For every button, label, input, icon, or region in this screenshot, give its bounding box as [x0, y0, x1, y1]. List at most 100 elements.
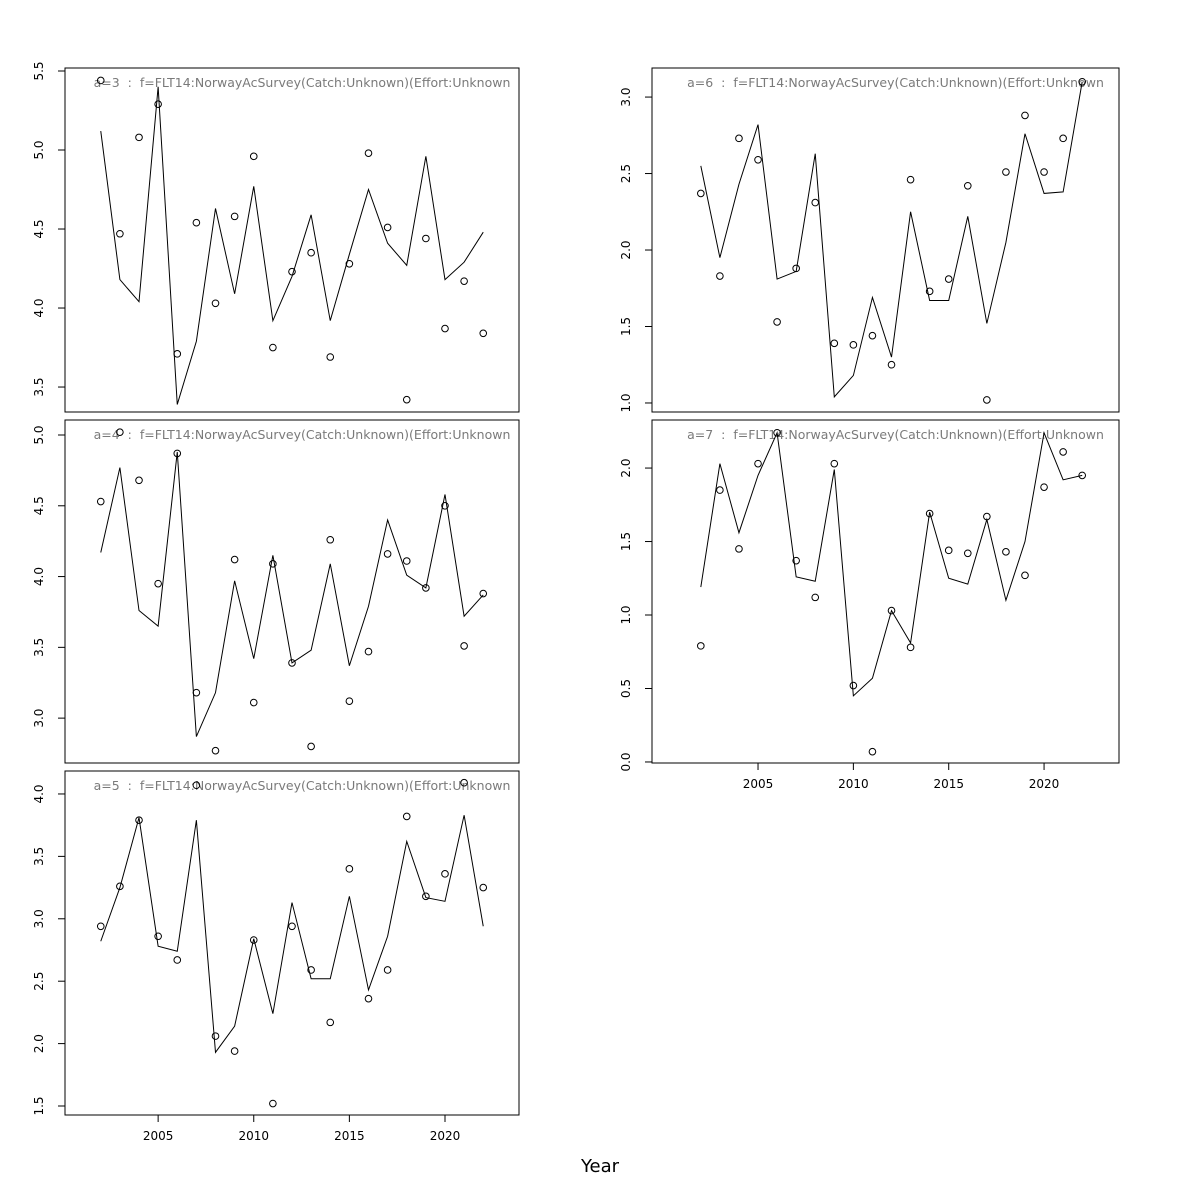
observed-point [135, 476, 143, 485]
observed-point [211, 299, 220, 308]
observed-point [1040, 483, 1048, 491]
plot-frame [651, 419, 1120, 764]
observed-point [697, 189, 705, 198]
observed-point [735, 545, 743, 553]
observed-point [230, 212, 239, 221]
panel: a=5 : f=FLT14:NorwayAcSurvey(Catch:Unkno… [32, 770, 520, 1143]
observed-point [326, 535, 335, 544]
observed-point [811, 593, 820, 602]
observed-point [307, 248, 315, 257]
y-tick-label: 5.0 [32, 140, 46, 159]
observed-point [754, 155, 762, 164]
observed-point [441, 870, 449, 878]
observed-point [944, 275, 953, 283]
plot-frame [651, 67, 1120, 413]
observed-point [364, 994, 373, 1003]
observed-point [716, 486, 724, 494]
fitted-line [700, 430, 1083, 697]
observed-point [135, 816, 143, 824]
fitted-line [100, 815, 484, 1054]
observed-point [754, 459, 762, 468]
observed-point [173, 956, 182, 964]
observed-point [422, 584, 430, 592]
observed-point [1021, 571, 1029, 580]
y-tick-label: 5.0 [32, 425, 46, 444]
panel: a=4 : f=FLT14:NorwayAcSurvey(Catch:Unkno… [32, 419, 520, 764]
observed-point [868, 331, 877, 340]
observed-point [849, 681, 858, 690]
observed-point [479, 589, 488, 598]
panel: a=6 : f=FLT14:NorwayAcSurvey(Catch:Unkno… [619, 67, 1120, 413]
x-tick-label: 2005 [743, 777, 774, 791]
y-tick-label: 2.5 [32, 972, 46, 991]
y-tick-label: 4.0 [32, 567, 46, 586]
y-tick-label: 4.0 [32, 784, 46, 803]
x-tick-label: 2010 [838, 777, 869, 791]
observed-point [925, 509, 934, 518]
y-tick-label: 1.0 [619, 605, 633, 624]
x-tick-label: 2020 [430, 1129, 461, 1143]
x-tick-label: 2015 [933, 777, 964, 791]
observed-point [116, 882, 124, 891]
observed-point [154, 100, 162, 108]
observed-point [383, 966, 392, 974]
observed-point [1002, 168, 1010, 176]
observed-point [830, 459, 839, 468]
y-tick-label: 0.5 [619, 679, 633, 698]
observed-point [116, 428, 124, 436]
observed-point [479, 883, 488, 892]
observed-point [1040, 168, 1048, 176]
observed-point [811, 198, 820, 207]
observed-point [460, 277, 468, 285]
observed-point [383, 550, 392, 558]
y-tick-label: 1.0 [619, 393, 633, 412]
observed-point [906, 643, 915, 652]
observed-point [326, 353, 335, 361]
y-tick-label: 4.5 [32, 496, 46, 515]
observed-point [1059, 134, 1067, 143]
fitted-line [700, 81, 1083, 399]
observed-point [441, 324, 449, 333]
observed-point [269, 1099, 277, 1108]
observed-point [735, 134, 743, 143]
panel: a=3 : f=FLT14:NorwayAcSurvey(Catch:Unkno… [32, 61, 520, 413]
observed-point [887, 606, 896, 615]
observed-point [868, 747, 877, 756]
observed-point [460, 778, 468, 787]
observed-point [96, 76, 105, 85]
observed-point [192, 781, 201, 790]
observed-point [402, 812, 411, 821]
observed-point [697, 642, 705, 650]
y-tick-label: 3.5 [32, 847, 46, 866]
observed-point [96, 497, 105, 506]
observed-point [479, 329, 488, 338]
observed-point [906, 175, 915, 184]
panel-title: a=3 : f=FLT14:NorwayAcSurvey(Catch:Unkno… [94, 75, 511, 90]
y-tick-label: 5.5 [32, 61, 46, 80]
observed-point [1002, 548, 1010, 556]
panel-title: a=7 : f=FLT14:NorwayAcSurvey(Catch:Unkno… [687, 427, 1104, 442]
observed-point [383, 223, 392, 232]
plot-frame [64, 770, 520, 1116]
y-tick-label: 3.0 [619, 88, 633, 107]
x-axis-label: Year [580, 1156, 620, 1177]
observed-point [716, 272, 724, 280]
observed-point [963, 181, 972, 190]
y-tick-label: 2.0 [32, 1034, 46, 1053]
observed-point [422, 234, 430, 243]
observed-point [944, 546, 953, 555]
observed-point [307, 966, 315, 974]
plot-frame [64, 67, 520, 413]
observed-point [249, 698, 258, 707]
observed-point [963, 549, 972, 558]
x-tick-label: 2015 [334, 1129, 365, 1143]
panel: a=7 : f=FLT14:NorwayAcSurvey(Catch:Unkno… [619, 419, 1120, 791]
observed-point [887, 360, 896, 369]
panel-title: a=6 : f=FLT14:NorwayAcSurvey(Catch:Unkno… [687, 75, 1104, 90]
observed-point [288, 659, 296, 667]
y-tick-label: 3.0 [32, 909, 46, 928]
observed-point [345, 697, 354, 705]
fitted-line [100, 451, 484, 737]
observed-point [983, 396, 991, 404]
observed-point [1021, 111, 1029, 120]
